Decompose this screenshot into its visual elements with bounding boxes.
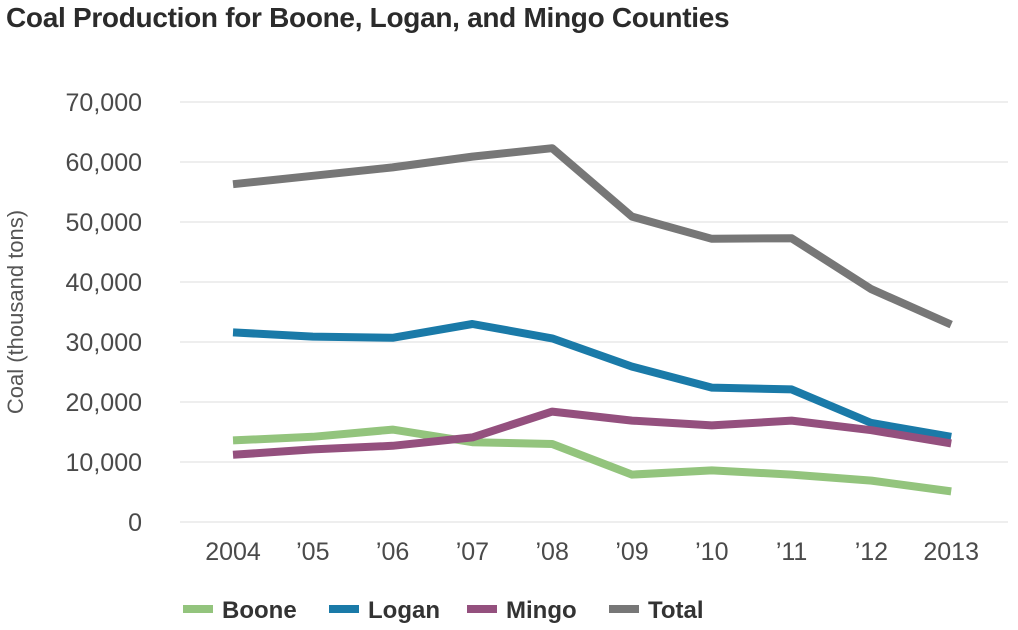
y-tick-label: 10,000: [66, 449, 142, 477]
y-tick-label: 40,000: [66, 269, 142, 297]
y-tick-label: 30,000: [66, 329, 142, 357]
legend: Boone Logan Mingo Total: [183, 597, 704, 624]
x-tick-label: ’09: [615, 538, 648, 566]
series-line-logan: [232, 320, 952, 441]
x-tick-label: ’08: [536, 538, 569, 566]
series-line-mingo: [232, 407, 952, 459]
y-tick-label: 60,000: [66, 149, 142, 177]
legend-label-total: Total: [648, 597, 704, 624]
x-tick-label: ’11: [776, 538, 808, 566]
series-lines: [232, 144, 953, 496]
x-tick-label: ’12: [855, 538, 888, 566]
x-tick-label: 2004: [205, 538, 261, 566]
x-tick-label: ’06: [376, 538, 409, 566]
chart-title: Coal Production for Boone, Logan, and Mi…: [6, 2, 730, 33]
y-axis-ticks: 0 10,000 20,000 30,000 40,000 50,000 60,000 70,…: [66, 89, 142, 537]
series-line-boone: [232, 425, 952, 496]
grid-lines: [180, 101, 1008, 523]
legend-label-mingo: Mingo: [506, 597, 577, 624]
y-axis-label: Coal (thousand tons): [3, 210, 28, 414]
y-tick-label: 0: [128, 509, 142, 537]
legend-label-logan: Logan: [368, 597, 440, 624]
y-tick-label: 20,000: [66, 389, 142, 417]
x-tick-label: ’05: [296, 538, 329, 566]
x-tick-label: ’07: [456, 538, 489, 566]
x-tick-label: ’10: [695, 538, 728, 566]
y-tick-label: 70,000: [66, 89, 142, 117]
legend-label-boone: Boone: [222, 597, 297, 624]
x-axis-ticks: 2004 ’05 ’06 ’07 ’08 ’09 ’10 ’11 ’12 2013: [205, 538, 979, 566]
series-line-total: [232, 144, 953, 329]
x-tick-label: 2013: [923, 538, 979, 566]
y-tick-label: 50,000: [66, 209, 142, 237]
